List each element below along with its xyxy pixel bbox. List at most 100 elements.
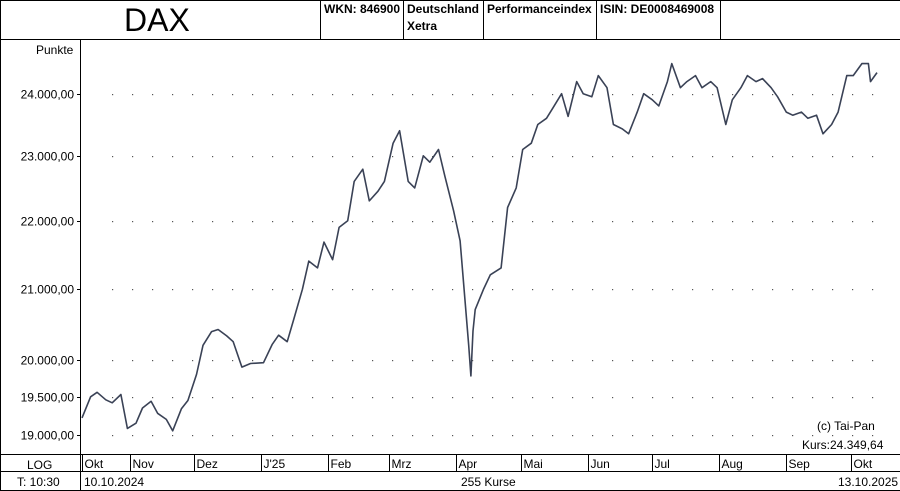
grid-dot xyxy=(352,289,354,291)
grid-dot xyxy=(672,397,674,399)
grid-dot xyxy=(312,156,314,158)
grid-dot xyxy=(432,435,434,437)
wkn-label: WKN: 846900 xyxy=(324,2,401,16)
grid-dot xyxy=(692,397,694,399)
grid-dot xyxy=(592,156,594,158)
grid-dot xyxy=(772,221,774,223)
grid-dot xyxy=(432,94,434,96)
grid-dot xyxy=(192,156,194,158)
grid-dot xyxy=(132,397,134,399)
grid-dot xyxy=(412,221,414,223)
grid-dot xyxy=(172,435,174,437)
grid-dot xyxy=(152,289,154,291)
grid-dot xyxy=(192,289,194,291)
grid-dot xyxy=(872,360,874,362)
grid-dot xyxy=(472,435,474,437)
grid-dot xyxy=(232,94,234,96)
grid-dot xyxy=(872,397,874,399)
x-axis-line xyxy=(0,454,900,455)
x-tick-label: J'25 xyxy=(264,457,286,471)
header-divider xyxy=(0,39,900,40)
grid-dot xyxy=(232,397,234,399)
grid-dot xyxy=(512,221,514,223)
grid-dot xyxy=(432,156,434,158)
grid-dot xyxy=(432,360,434,362)
grid-dot xyxy=(252,94,254,96)
grid-dot xyxy=(192,435,194,437)
grid-dot xyxy=(372,397,374,399)
grid-dot xyxy=(512,435,514,437)
grid-dot xyxy=(392,397,394,399)
grid-dot xyxy=(472,94,474,96)
grid-dot xyxy=(192,94,194,96)
grid-dot xyxy=(572,156,574,158)
grid-dot xyxy=(632,360,634,362)
grid-dot xyxy=(532,360,534,362)
grid-dot xyxy=(112,360,114,362)
grid-dot xyxy=(472,289,474,291)
grid-dot xyxy=(852,156,854,158)
grid-dot xyxy=(272,289,274,291)
grid-dot xyxy=(472,156,474,158)
grid-dot xyxy=(732,360,734,362)
header-separator xyxy=(403,0,404,39)
grid-dot xyxy=(612,94,614,96)
grid-dot xyxy=(152,156,154,158)
grid-dot xyxy=(432,289,434,291)
price-line xyxy=(81,62,878,432)
x-tick-label: Okt xyxy=(854,457,873,471)
grid-dot xyxy=(272,397,274,399)
x-tick-label: Feb xyxy=(331,457,352,471)
time-label: T: 10:30 xyxy=(17,475,60,489)
grid-dot xyxy=(452,435,454,437)
grid-dot xyxy=(852,221,854,223)
grid-dot xyxy=(292,221,294,223)
x-tick-label: Nov xyxy=(133,457,154,471)
grid-dot xyxy=(112,94,114,96)
grid-dot xyxy=(572,289,574,291)
grid-dot xyxy=(332,94,334,96)
grid-dot xyxy=(292,435,294,437)
grid-dot xyxy=(232,360,234,362)
grid-dot xyxy=(612,156,614,158)
grid-dot xyxy=(772,397,774,399)
grid-dot xyxy=(112,221,114,223)
grid-dot xyxy=(272,156,274,158)
grid-dot xyxy=(712,397,714,399)
data-count: 255 Kurse xyxy=(461,475,516,489)
grid-dot xyxy=(732,94,734,96)
grid-dot xyxy=(712,435,714,437)
grid-dot xyxy=(172,397,174,399)
copyright-note: (c) Tai-Pan xyxy=(817,419,875,433)
grid-dot xyxy=(632,289,634,291)
y-tick-label: 21.000,00 xyxy=(21,283,75,297)
grid-dot xyxy=(792,435,794,437)
grid-dot xyxy=(712,156,714,158)
grid-dot xyxy=(652,94,654,96)
grid-dot xyxy=(732,289,734,291)
grid-dot xyxy=(152,360,154,362)
y-tick-label: 24.000,00 xyxy=(21,88,75,102)
grid-dot xyxy=(252,156,254,158)
grid-dot xyxy=(792,94,794,96)
grid-dot xyxy=(772,360,774,362)
grid-dot xyxy=(672,289,674,291)
grid-dot xyxy=(672,221,674,223)
y-tick-label: 22.000,00 xyxy=(21,215,75,229)
grid-dot xyxy=(132,360,134,362)
grid-dot xyxy=(692,221,694,223)
grid-dot xyxy=(392,221,394,223)
grid-dot xyxy=(812,435,814,437)
grid-dot xyxy=(792,156,794,158)
grid-dot xyxy=(452,289,454,291)
grid-dot xyxy=(552,221,554,223)
grid-dot xyxy=(252,435,254,437)
grid-dot xyxy=(132,435,134,437)
grid-dot xyxy=(692,156,694,158)
grid-dot xyxy=(712,289,714,291)
grid-dot xyxy=(672,94,674,96)
grid-dot xyxy=(472,221,474,223)
grid-dot xyxy=(772,94,774,96)
grid-dot xyxy=(212,221,214,223)
